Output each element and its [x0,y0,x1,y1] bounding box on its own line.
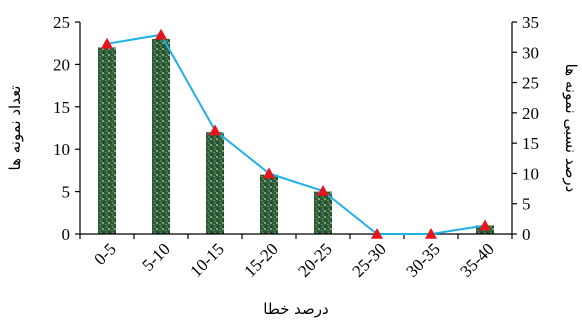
percentage-series-line [106,33,486,235]
right-tick-label: 15 [522,134,539,153]
left-tick-label: 15 [53,98,70,117]
right-y-axis-title: درصد نسبی نمونه ها [562,64,580,193]
x-tick-label-0-5: 0-5 [90,239,119,268]
bars-group [98,38,494,235]
right-tick-label: 30 [522,43,539,62]
marker-35-40 [479,219,491,231]
x-axis-ticks: 0-5 5-10 10-15 15-20 20-25 25-30 30-35 35-40 [79,234,513,281]
right-tick-label: 20 [522,104,539,123]
right-tick-label: 35 [522,13,539,32]
left-y-axis-title: تعداد نمونه ها [6,86,24,171]
marker-20-25 [317,184,329,196]
bar-20-25 [314,191,332,234]
bar-0-5 [98,47,116,234]
x-tick-label-35-40: 35-40 [456,239,497,280]
right-tick-label: 5 [522,195,531,214]
x-tick-label-10-15: 10-15 [186,239,227,280]
right-tick-label: 0 [522,225,531,244]
left-tick-label: 0 [62,225,71,244]
marker-25-30 [371,228,383,239]
left-tick-label: 5 [62,183,71,202]
left-tick-label: 10 [53,140,70,159]
x-tick-label-20-25: 20-25 [294,239,335,280]
x-tick-label-25-30: 25-30 [348,239,389,280]
x-tick-label-15-20: 15-20 [240,239,281,280]
percentage-series-markers [101,28,491,239]
left-tick-label: 20 [53,55,70,74]
right-tick-label: 10 [522,164,539,183]
bar-5-10 [152,38,170,235]
bar-15-20 [260,174,278,234]
marker-10-15 [209,124,221,136]
left-y-axis-ticks: 0 5 10 15 20 25 [53,13,80,244]
bar-10-15 [206,132,224,234]
marker-0-5 [101,37,113,49]
x-tick-label-30-35: 30-35 [402,239,443,280]
marker-30-35 [425,228,437,239]
x-axis-title: درصد خطا [263,300,328,318]
x-tick-label-5-10: 5-10 [138,239,173,274]
marker-5-10 [155,28,167,40]
right-tick-label: 25 [522,74,539,93]
right-y-axis-ticks: 0 5 10 15 20 25 30 35 [512,13,539,244]
marker-15-20 [263,167,275,179]
left-tick-label: 25 [53,13,70,32]
